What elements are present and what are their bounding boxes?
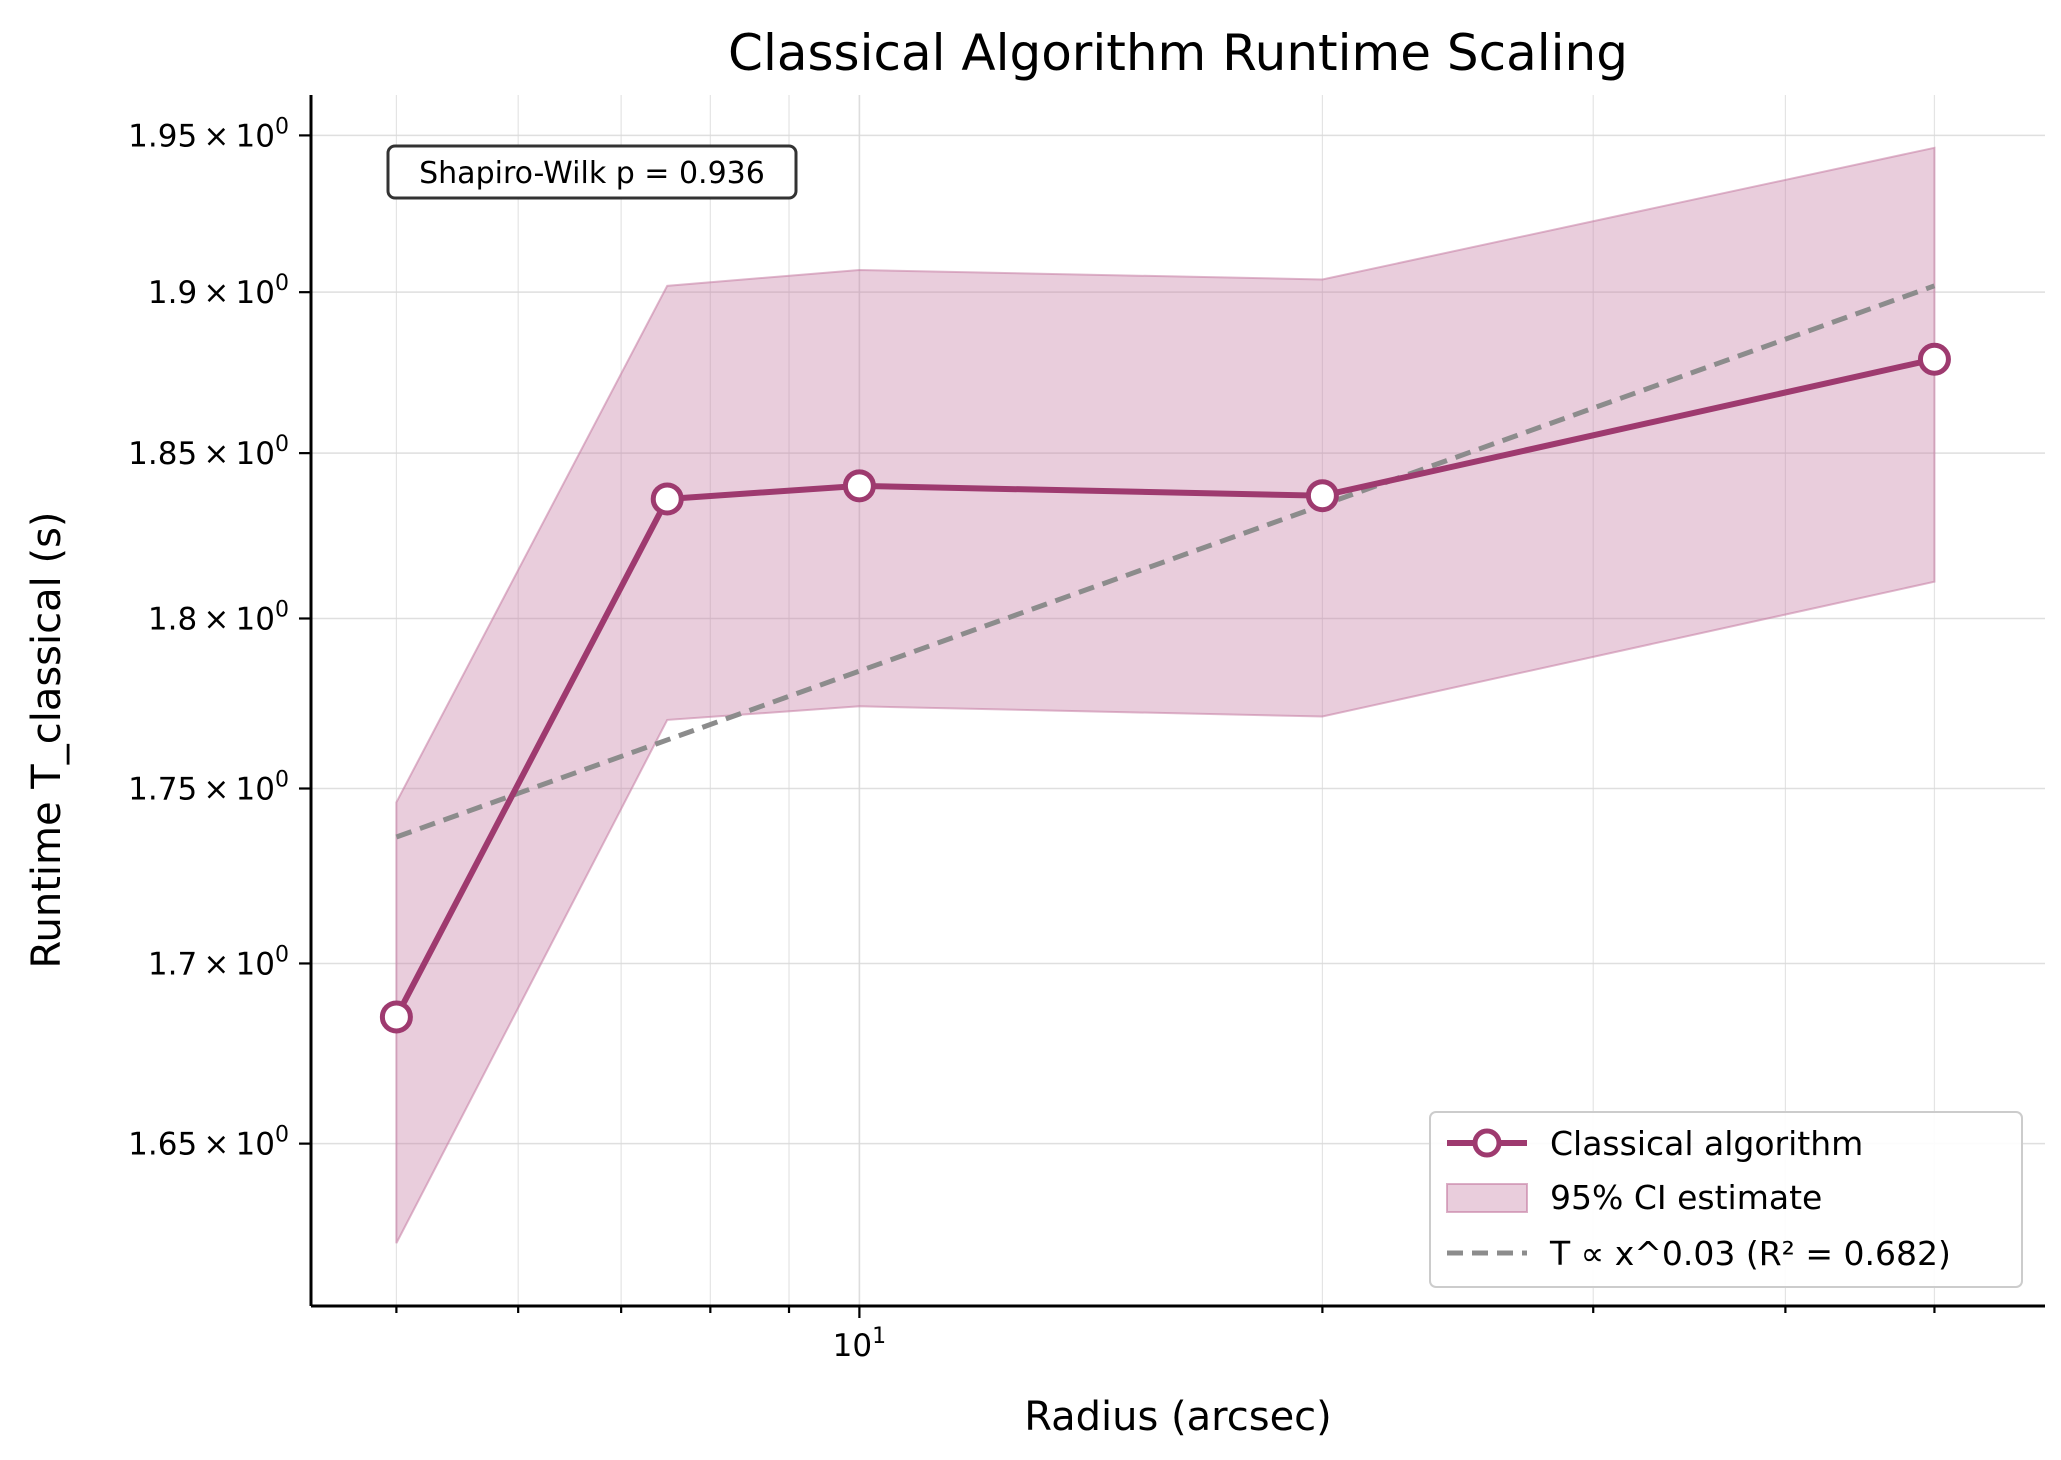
- y-tick-label: 1.65 × 100: [128, 1123, 289, 1163]
- fit-line: [395, 283, 1936, 840]
- series-layer: [379, 342, 1951, 1034]
- legend-label-ci: 95% CI estimate: [1550, 1178, 1822, 1217]
- y-ticks: 1.65 × 100 1.7 × 100 1.75 × 100 1.8 × 100 1.…: [128, 114, 311, 1163]
- legend-frame: [1429, 1111, 2023, 1288]
- y-tick-label: 1.7 × 100: [148, 942, 289, 982]
- data-point: [379, 1000, 413, 1034]
- chart-title: Classical Algorithm Runtime Scaling: [728, 24, 1628, 82]
- data-point: [650, 482, 684, 516]
- x-tick-label: 101: [833, 1324, 886, 1364]
- data-point: [842, 469, 876, 503]
- legend-label-fit: T ∝ x^0.03 (R² = 0.682): [1549, 1234, 1951, 1273]
- y-axis-title: Runtime T_classical (s): [24, 511, 70, 968]
- ci-band: [395, 146, 1936, 1244]
- axes: [309, 95, 2045, 1308]
- data-point: [1305, 479, 1339, 513]
- y-tick-label: 1.75 × 100: [128, 768, 289, 808]
- y-tick-label: 1.95 × 100: [128, 114, 289, 154]
- grid: [311, 95, 2045, 1306]
- data-point: [1917, 342, 1951, 376]
- legend-band-swatch: [1446, 1183, 1528, 1213]
- y-tick-label: 1.85 × 100: [128, 432, 289, 472]
- stats-annotation: Shapiro-Wilk p = 0.936: [386, 144, 798, 200]
- ci-band-layer: [395, 146, 1936, 1244]
- legend-marker-swatch: [1472, 1128, 1502, 1158]
- annotation-text: Shapiro-Wilk p = 0.936: [419, 156, 765, 191]
- y-tick-label: 1.8 × 100: [148, 597, 289, 637]
- annotation-box: [386, 144, 798, 200]
- legend: Classical algorithm 95% CI estimate T ∝ …: [1429, 1111, 2023, 1288]
- legend-label-classical: Classical algorithm: [1550, 1124, 1863, 1163]
- x-ticks: 101: [395, 1306, 1936, 1364]
- fit-line-layer: [395, 283, 1936, 840]
- y-tick-label: 1.9 × 100: [148, 271, 289, 311]
- x-axis-title: Radius (arcsec): [1024, 1394, 1332, 1440]
